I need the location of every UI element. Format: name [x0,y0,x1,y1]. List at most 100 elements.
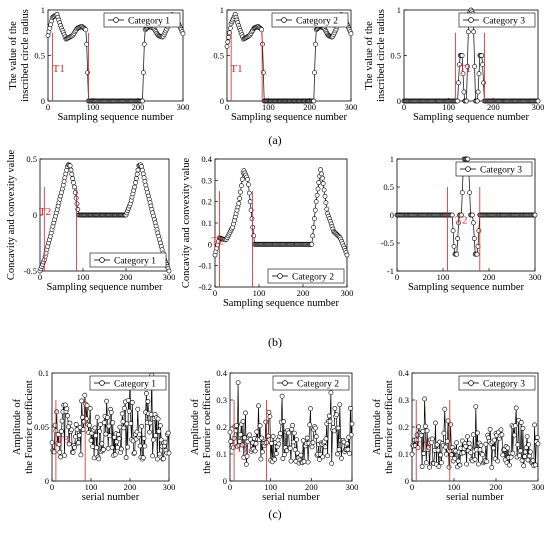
data-point [79,398,84,404]
data-point [180,31,186,37]
data-point [319,171,324,177]
data-point [327,418,333,424]
data-point [237,196,242,201]
data-point [279,393,285,399]
data-point [429,436,435,442]
chart-a3: 0 100 200 300 0 0.5 1 Sampling sequence number T… [364,5,544,123]
x-tick-label: 300 [532,102,545,112]
data-point [124,421,130,427]
data-point [253,441,259,447]
legend: Category 1 [103,12,181,28]
chart-b3: 0 100 200 300 -1 -0.5 0 0.5 1 Sampling sequence n… [381,154,542,293]
data-point [464,64,470,69]
data-point [121,425,127,431]
data-point [76,432,82,438]
data-point [158,437,164,443]
data-point [132,450,138,456]
data-point [441,430,447,436]
data-point [475,430,480,436]
data-point [150,453,155,459]
y-tick-label: 0 [208,239,212,249]
y-tick-label: -0.1 [199,261,212,271]
data-point [473,404,479,409]
data-point [103,431,109,437]
panel-label: (b) [268,335,282,349]
data-point [305,459,311,465]
data-point [98,422,103,427]
data-point [108,409,114,415]
data-point [112,452,118,458]
x-tick-label: 200 [305,482,318,492]
data-point [73,195,79,201]
data-point [533,462,538,468]
x-tick-label: 100 [85,482,98,492]
data-point [119,446,124,452]
y-tick-label: 0.3 [216,395,227,405]
y-tick-label: 0.2 [201,197,212,207]
data-point [80,414,85,420]
data-point [292,447,298,453]
x-axis-label: Sampling sequence number [413,112,530,123]
legend-marker-icon [468,380,474,386]
data-point [239,176,245,182]
y-axis-label: the Fourier coefficient [24,380,35,474]
y-tick-label: 1 [390,154,394,164]
data-point [254,429,260,435]
y-axis-label: inscribed circle radius [20,9,31,102]
data-point [461,89,467,95]
data-point [465,156,471,162]
data-point [321,187,327,193]
y-tick-label: 0.4 [216,368,227,378]
x-tick-label: 300 [163,272,176,282]
y-tick-label: 0 [41,96,45,106]
data-point [166,268,172,274]
data-point [281,419,287,424]
data-point [139,423,145,429]
data-point [85,70,90,75]
data-point [457,462,463,468]
data-point [312,425,318,431]
x-tick-label: 200 [297,288,310,298]
data-point [143,390,149,396]
data-point [62,452,67,458]
data-point [101,447,106,452]
data-point [443,444,448,450]
data-point [512,423,518,429]
data-point [128,421,134,426]
data-point [125,444,131,450]
data-point [265,433,271,439]
legend-box [267,268,345,284]
data-point [282,452,287,457]
data-point [316,180,322,185]
data-point [135,406,141,412]
x-tick-label: 100 [262,102,275,112]
data-point [290,439,296,445]
data-point [320,454,326,460]
data-point [518,420,524,425]
data-point [500,452,506,458]
legend: Category 2 [267,268,345,284]
data-point [125,397,131,403]
data-point [51,449,57,455]
data-point [472,64,477,69]
legend-label: Category 1 [114,256,156,266]
data-point [517,453,522,458]
data-point [301,459,307,464]
data-point [245,176,250,182]
x-tick-label: 300 [341,288,354,298]
data-point [289,426,295,432]
legend-marker-icon [281,17,287,23]
data-point [334,451,340,457]
data-point [438,460,444,466]
data-point [480,452,485,458]
data-point [143,182,149,188]
data-point [329,460,335,466]
data-point [319,175,325,181]
data-point [460,450,466,456]
legend-marker-icon [113,17,119,23]
x-axis-label: Sampling sequence number [231,112,348,123]
data-point [518,448,523,454]
data-point [344,441,350,447]
data-point [324,206,330,212]
